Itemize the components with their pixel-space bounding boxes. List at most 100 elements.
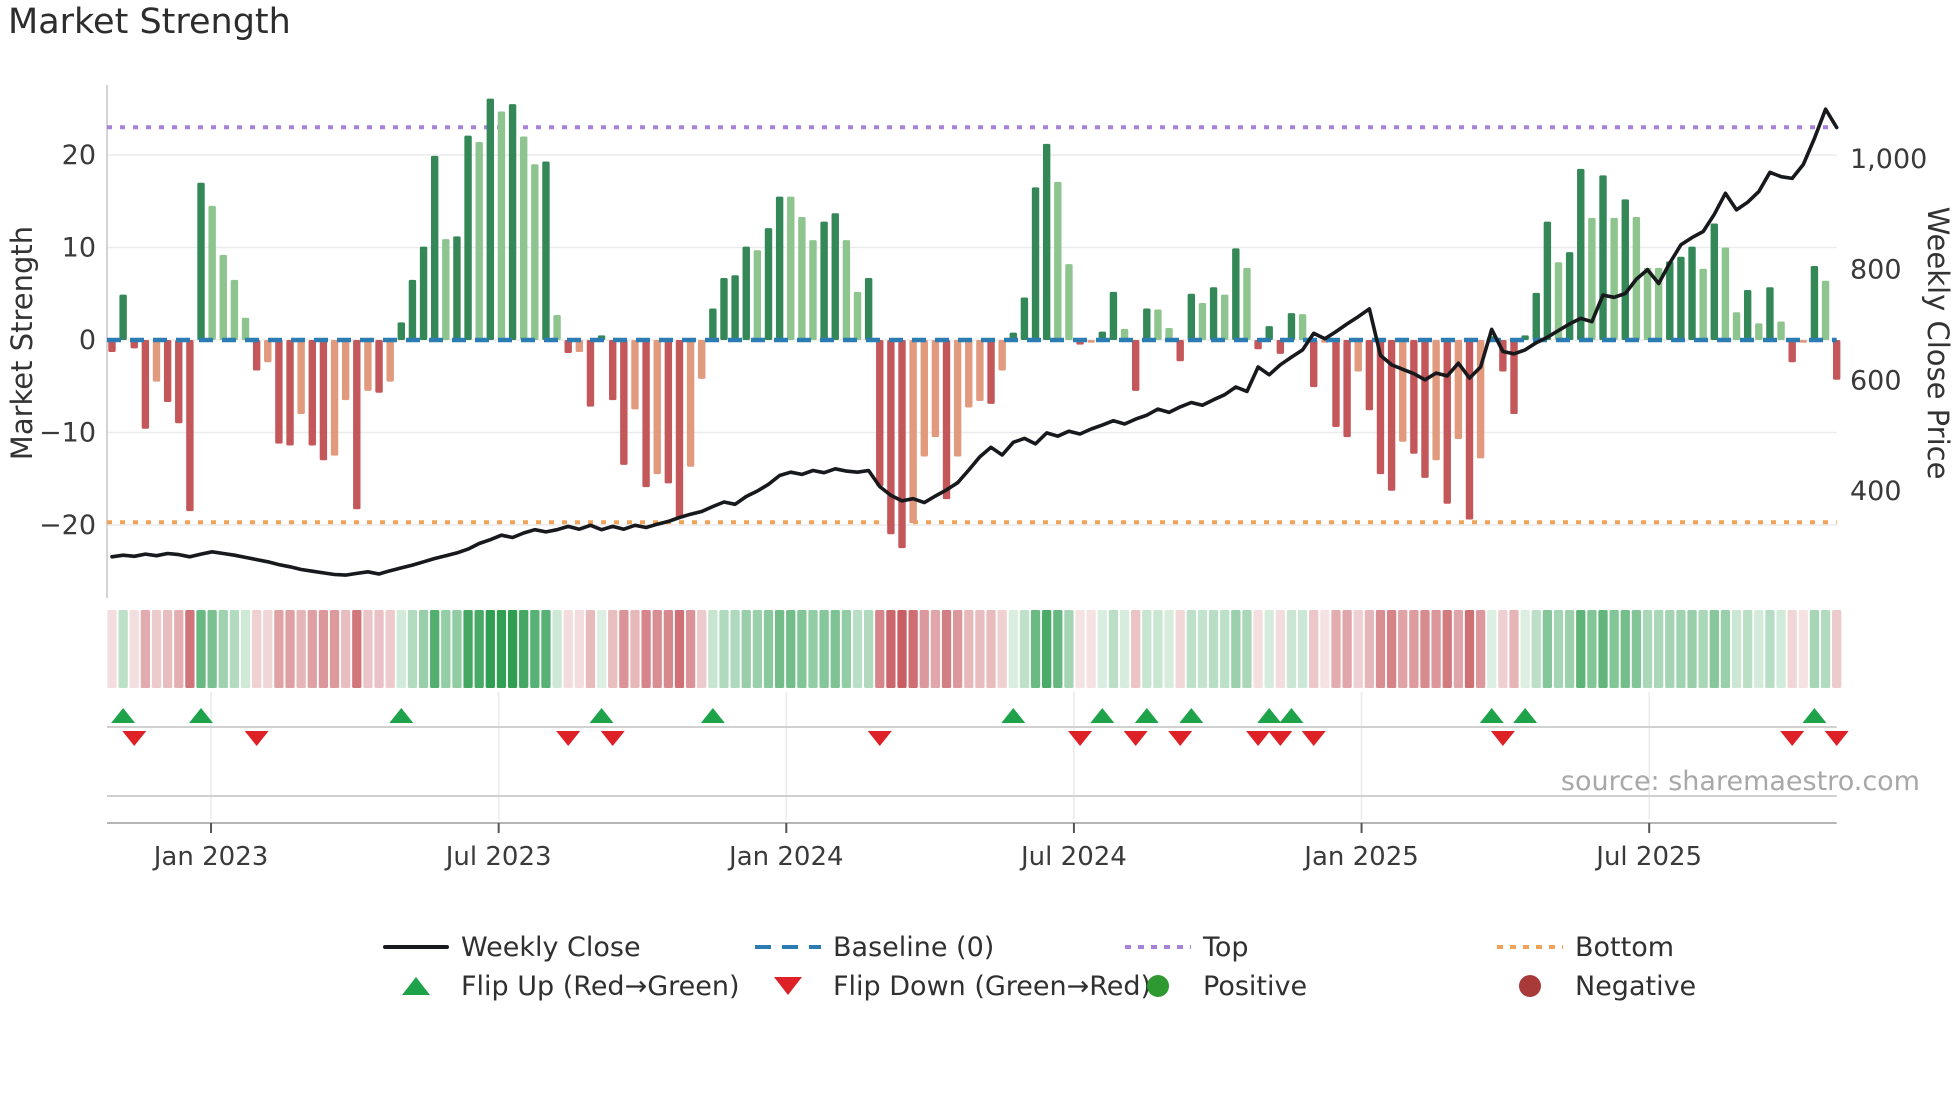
- flip-down-marker: [122, 731, 147, 746]
- strength-bar: [920, 340, 928, 457]
- heatmap-cell: [1331, 610, 1341, 688]
- legend-label: Baseline (0): [833, 931, 995, 963]
- strength-bar: [197, 182, 205, 340]
- strength-bar: [965, 340, 973, 408]
- heatmap-cell: [1264, 610, 1274, 688]
- legend-item-flip-up: Flip Up (Red→Green): [383, 967, 740, 1005]
- heatmap-cell: [374, 610, 384, 688]
- x-axis-tick-label: Jan 2025: [1302, 842, 1419, 872]
- strength-bar: [1554, 262, 1563, 340]
- heatmap-cell: [1375, 610, 1386, 688]
- heatmap-cell: [418, 610, 429, 688]
- heatmap-cell: [1731, 610, 1742, 688]
- heatmap-cell: [396, 610, 406, 688]
- y-axis-tick-label: 10: [62, 233, 96, 264]
- strength-bar: [497, 111, 506, 341]
- heatmap-cell: [774, 610, 785, 688]
- heatmap-cell: [496, 610, 507, 688]
- weekly-close-icon: [383, 945, 449, 949]
- heatmap-cell: [1631, 610, 1642, 688]
- heatmap-cell: [630, 610, 640, 688]
- strength-bar: [1154, 309, 1162, 340]
- y-axis-tick-label: −10: [39, 418, 96, 449]
- flip-down-marker: [556, 731, 581, 746]
- heatmap-cell: [1654, 610, 1664, 688]
- strength-bar: [208, 205, 216, 340]
- strength-bar: [1810, 266, 1819, 340]
- x-axis-tick-label: Jul 2025: [1594, 842, 1702, 872]
- flip-down-legend-swatch: [755, 977, 821, 995]
- heatmap-cell: [118, 610, 128, 688]
- strength-bar: [1131, 340, 1140, 391]
- heatmap-cell: [1765, 610, 1775, 688]
- heatmap-cell: [1431, 610, 1441, 688]
- bottom-icon: [1497, 945, 1563, 949]
- heatmap-cell: [1186, 610, 1196, 688]
- flip-up-icon: [402, 977, 430, 995]
- heatmap-cell: [1253, 610, 1263, 688]
- heatmap-cell: [1409, 610, 1419, 688]
- strength-bar: [1042, 143, 1051, 340]
- heatmap-cell: [207, 610, 217, 688]
- heatmap-cell: [452, 610, 462, 688]
- legend-item-negative: Negative: [1497, 967, 1696, 1005]
- legend-label: Top: [1203, 931, 1249, 963]
- strength-bar: [998, 340, 1006, 371]
- heatmap-cell: [218, 610, 228, 688]
- x-axis-tick-label: Jul 2023: [444, 842, 552, 872]
- heatmap-cell: [685, 610, 696, 688]
- heatmap-cell: [318, 610, 329, 688]
- strength-bar: [252, 340, 261, 371]
- x-axis-tick-label: Jan 2024: [727, 842, 844, 872]
- heatmap-cell: [1809, 610, 1820, 688]
- heatmap-cell: [986, 610, 996, 688]
- flip-down-marker: [1246, 731, 1271, 746]
- strength-bar: [720, 278, 728, 340]
- y-axis-tick-label: −20: [39, 510, 96, 541]
- flip-up-marker: [1179, 708, 1204, 723]
- heatmap-cell: [1042, 610, 1052, 688]
- heatmap-cell: [162, 610, 173, 688]
- strength-bar: [1732, 312, 1741, 340]
- strength-bar: [1677, 256, 1685, 340]
- heatmap-cell: [1242, 610, 1252, 688]
- strength-bar: [609, 340, 617, 401]
- heatmap-cell: [474, 610, 484, 688]
- negative-icon: [1519, 975, 1541, 997]
- heatmap-cell: [1820, 610, 1831, 688]
- strength-bar: [1198, 303, 1207, 340]
- strength-bar: [1298, 314, 1307, 340]
- heatmap-cell: [507, 610, 518, 688]
- heatmap-cell: [608, 610, 618, 688]
- strength-bar: [542, 161, 550, 340]
- strength-bar: [1599, 175, 1607, 340]
- heatmap-cell: [352, 610, 362, 688]
- strength-bar: [876, 340, 884, 487]
- heatmap-cell: [1709, 610, 1719, 688]
- heatmap-cell: [730, 610, 740, 688]
- heatmap-cell: [619, 610, 629, 688]
- strength-bar: [987, 340, 995, 404]
- strength-bar: [731, 275, 739, 340]
- bottom-legend-swatch: [1497, 945, 1563, 949]
- strength-bar: [753, 250, 762, 340]
- strength-bar: [1187, 293, 1196, 340]
- strength-bar: [108, 340, 116, 353]
- heatmap-cell: [1798, 610, 1808, 688]
- strength-bar: [1143, 308, 1151, 340]
- strength-bar: [742, 246, 750, 340]
- heatmap-cell: [1743, 610, 1753, 688]
- strength-bar: [976, 340, 984, 402]
- heatmap-cell: [385, 610, 395, 688]
- strength-bar: [1243, 267, 1251, 340]
- strength-bar: [787, 196, 795, 340]
- heatmap-cell: [596, 610, 607, 688]
- flip-down-marker: [600, 731, 625, 746]
- strength-bar: [764, 228, 773, 340]
- heatmap-cell: [341, 610, 351, 688]
- heatmap-cell: [1164, 610, 1174, 688]
- heatmap-cell: [1754, 610, 1764, 688]
- heatmap-cell: [1309, 610, 1319, 688]
- flip-down-marker: [1268, 731, 1293, 746]
- flip-down-marker: [1301, 731, 1326, 746]
